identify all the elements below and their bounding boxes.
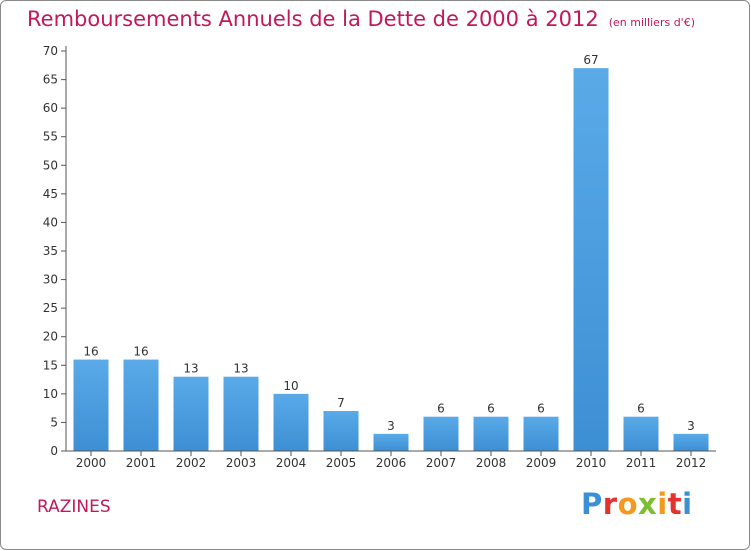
data-label-2011: 6 <box>637 402 645 416</box>
bar-2001 <box>123 359 159 451</box>
x-tick-label-2008: 2008 <box>476 456 507 470</box>
data-label-2006: 3 <box>387 419 395 433</box>
chart-title: Remboursements Annuels de la Dette de 20… <box>27 7 695 31</box>
chart-title-text: Remboursements Annuels de la Dette de 20… <box>27 7 599 31</box>
proxiti-logo: Proxiti <box>581 487 693 521</box>
x-axis: 2000 2001 2002 2003 2004 2005 2006 2007 2008 2009… <box>66 450 716 470</box>
logo-letter: t <box>667 487 683 521</box>
bar-2005 <box>323 411 359 451</box>
y-tick-label: 25 <box>43 301 58 315</box>
y-tick-label: 35 <box>43 244 58 258</box>
y-tick-label: 50 <box>43 158 58 172</box>
x-tick-label-2001: 2001 <box>126 456 157 470</box>
y-tick-label: 40 <box>43 215 58 229</box>
logo-letter: i <box>657 487 668 521</box>
bar-2002 <box>173 376 209 451</box>
y-tick-label: 30 <box>43 273 58 287</box>
bar-2000 <box>73 359 109 451</box>
x-tick-label-2002: 2002 <box>176 456 207 470</box>
data-label-2010: 67 <box>583 53 598 67</box>
y-tick-label: 0 <box>50 444 58 458</box>
y-tick-label: 10 <box>43 387 58 401</box>
x-tick-label-2012: 2012 <box>676 456 707 470</box>
bar-2011 <box>623 416 659 451</box>
bar-2003 <box>223 376 259 451</box>
bar-2004 <box>273 393 309 451</box>
bar-2007 <box>423 416 459 451</box>
x-tick-label-2003: 2003 <box>226 456 257 470</box>
logo-letter: i <box>682 487 693 521</box>
bar-series: 16 16 13 13 10 7 3 6 6 6 67 6 3 <box>73 53 709 452</box>
x-tick-label-2000: 2000 <box>76 456 107 470</box>
data-label-2001: 16 <box>133 345 148 359</box>
y-tick-label: 55 <box>43 130 58 144</box>
x-tick-label-2009: 2009 <box>526 456 557 470</box>
x-tick-label-2005: 2005 <box>326 456 357 470</box>
bar-2012 <box>673 433 709 451</box>
x-tick-label-2004: 2004 <box>276 456 307 470</box>
data-label-2007: 6 <box>437 402 445 416</box>
logo-letter: x <box>638 487 658 521</box>
data-label-2003: 13 <box>233 362 248 376</box>
data-label-2000: 16 <box>83 345 98 359</box>
y-tick-label: 60 <box>43 101 58 115</box>
logo-letter: P <box>581 487 603 521</box>
bar-2008 <box>473 416 509 451</box>
y-axis: 0 5 10 15 20 25 30 35 40 45 50 55 60 65 70 <box>43 44 67 458</box>
y-tick-label: 65 <box>43 73 58 87</box>
data-label-2002: 13 <box>183 362 198 376</box>
logo-letter: o <box>617 487 639 521</box>
commune-name: RAZINES <box>37 497 111 517</box>
x-tick-label-2007: 2007 <box>426 456 457 470</box>
x-tick-label-2010: 2010 <box>576 456 607 470</box>
data-label-2008: 6 <box>487 402 495 416</box>
data-label-2012: 3 <box>687 419 695 433</box>
logo-letter: r <box>602 487 618 521</box>
bar-2010 <box>573 68 609 452</box>
y-tick-label: 70 <box>43 44 58 58</box>
y-tick-label: 45 <box>43 187 58 201</box>
data-label-2005: 7 <box>337 396 345 410</box>
x-tick-label-2011: 2011 <box>626 456 657 470</box>
y-tick-label: 15 <box>43 358 58 372</box>
chart-unit-text: (en milliers d'€) <box>608 16 695 29</box>
x-tick-label-2006: 2006 <box>376 456 407 470</box>
data-label-2009: 6 <box>537 402 545 416</box>
bar-2009 <box>523 416 559 451</box>
bar-2006 <box>373 433 409 451</box>
y-tick-label: 5 <box>50 415 58 429</box>
data-label-2004: 10 <box>283 379 298 393</box>
y-tick-label: 20 <box>43 330 58 344</box>
